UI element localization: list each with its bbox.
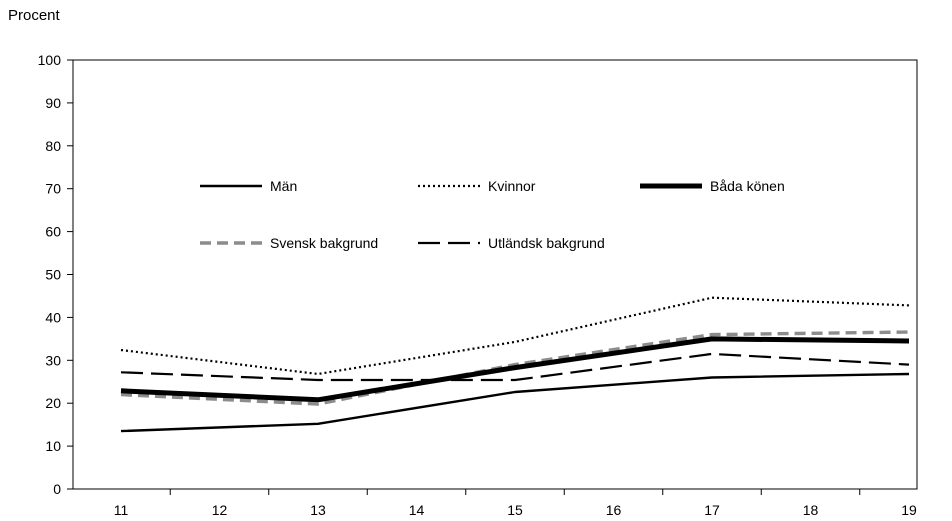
x-tick-label: 15 <box>507 502 523 518</box>
x-tick-label: 17 <box>704 502 720 518</box>
y-tick-label: 70 <box>45 181 61 197</box>
x-tick-label: 18 <box>803 502 819 518</box>
y-tick-label: 30 <box>45 352 61 368</box>
legend-label-4: Svensk bakgrund <box>270 235 378 251</box>
y-tick-label: 40 <box>45 309 61 325</box>
series-layer <box>120 296 910 433</box>
axes: 0 10 20 30 40 50 60 70 80 90 100 11 12 13 14 15 16 17 18 19 <box>38 52 918 518</box>
series-line-3 <box>120 336 910 403</box>
series-line-1 <box>120 372 910 433</box>
x-tick-label: 13 <box>310 502 326 518</box>
x-tick-label: 11 <box>114 502 129 518</box>
series-line-5 <box>120 352 910 382</box>
series-line-4 <box>120 330 910 406</box>
plot-frame <box>72 59 918 490</box>
y-tick-label: 50 <box>45 267 61 283</box>
y-tick-label: 10 <box>45 438 61 454</box>
x-tick-label: 14 <box>409 502 425 518</box>
series-line-2 <box>120 296 910 376</box>
legend-label-1: Män <box>270 178 297 194</box>
legend-label-5: Utländsk bakgrund <box>488 235 605 251</box>
legend: Män Kvinnor Båda könen Svensk bakgrund Utlän… <box>200 178 785 251</box>
y-tick-label: 20 <box>45 395 61 411</box>
y-tick-label: 80 <box>45 138 61 154</box>
legend-label-2: Kvinnor <box>488 178 536 194</box>
x-tick-label: 19 <box>901 502 917 518</box>
x-tick-label: 16 <box>606 502 622 518</box>
legend-label-3: Båda könen <box>710 178 785 194</box>
y-tick-label: 100 <box>38 52 62 68</box>
y-tick-label: 90 <box>45 95 61 111</box>
y-tick-label: 0 <box>53 481 61 497</box>
y-axis-label: Procent <box>8 7 61 24</box>
y-tick-label: 60 <box>45 224 61 240</box>
x-tick-label: 12 <box>212 502 228 518</box>
